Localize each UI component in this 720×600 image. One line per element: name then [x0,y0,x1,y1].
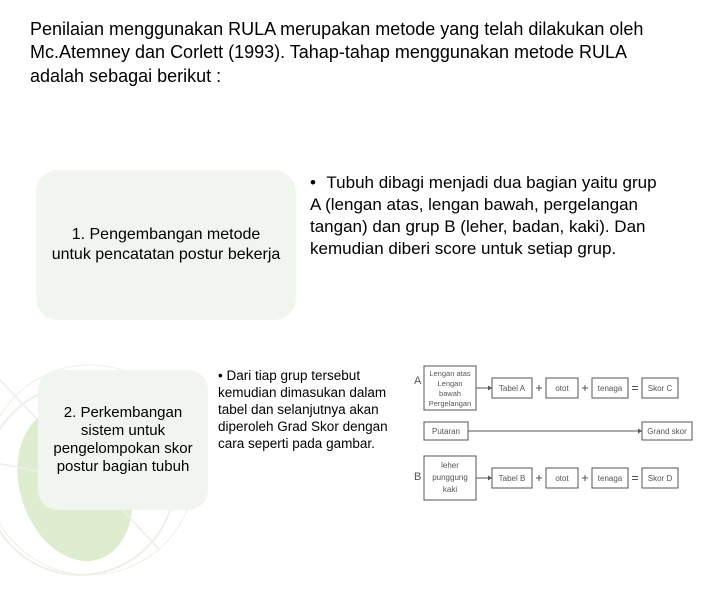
svg-text:kaki: kaki [443,485,457,494]
bullet-step-1-text: Tubuh dibagi menjadi dua bagian yaitu gr… [310,173,657,258]
svg-text:Grand skor: Grand skor [647,427,687,436]
intro-paragraph: Penilaian menggunakan RULA merupakan met… [30,18,670,88]
bullet-step-2-text: Dari tiap grup tersebut kemudian dimasuk… [218,368,388,451]
card-step-2: 2. Perkembangan sistem untuk pengelompok… [38,370,208,510]
svg-text:otot: otot [555,384,569,393]
svg-text:punggung: punggung [432,473,468,482]
svg-text:tenaga: tenaga [598,384,623,393]
svg-text:Lengan atas: Lengan atas [429,369,471,378]
svg-text:Putaran: Putaran [432,427,460,436]
bullet-step-1: • Tubuh dibagi menjadi dua bagian yaitu … [310,172,670,260]
svg-text:Pergelangan: Pergelangan [429,399,472,408]
bullet-step-2: • Dari tiap grup tersebut kemudian dimas… [218,368,404,452]
svg-text:B: B [414,471,421,483]
rula-flow-diagram: A Lengan atasLenganbawahPergelangan Tabel … [406,360,714,520]
card-step-1-text: 1. Pengembangan metode untuk pencatatan … [50,225,282,265]
bullet-dot-icon: • [310,172,322,194]
card-step-1: 1. Pengembangan metode untuk pencatatan … [36,170,296,320]
svg-text:Lengan: Lengan [437,379,462,388]
svg-text:Skor C: Skor C [648,384,673,393]
svg-text:bawah: bawah [439,389,461,398]
svg-text:Tabel A: Tabel A [499,384,526,393]
card-step-2-text: 2. Perkembangan sistem untuk pengelompok… [52,404,194,476]
svg-text:Skor D: Skor D [648,474,673,483]
svg-text:otot: otot [555,474,569,483]
svg-text:tenaga: tenaga [598,474,623,483]
svg-text:A: A [414,375,422,387]
svg-text:Tabel B: Tabel B [499,474,526,483]
bullet-dot-icon: • [218,368,223,383]
svg-text:leher: leher [441,461,459,470]
